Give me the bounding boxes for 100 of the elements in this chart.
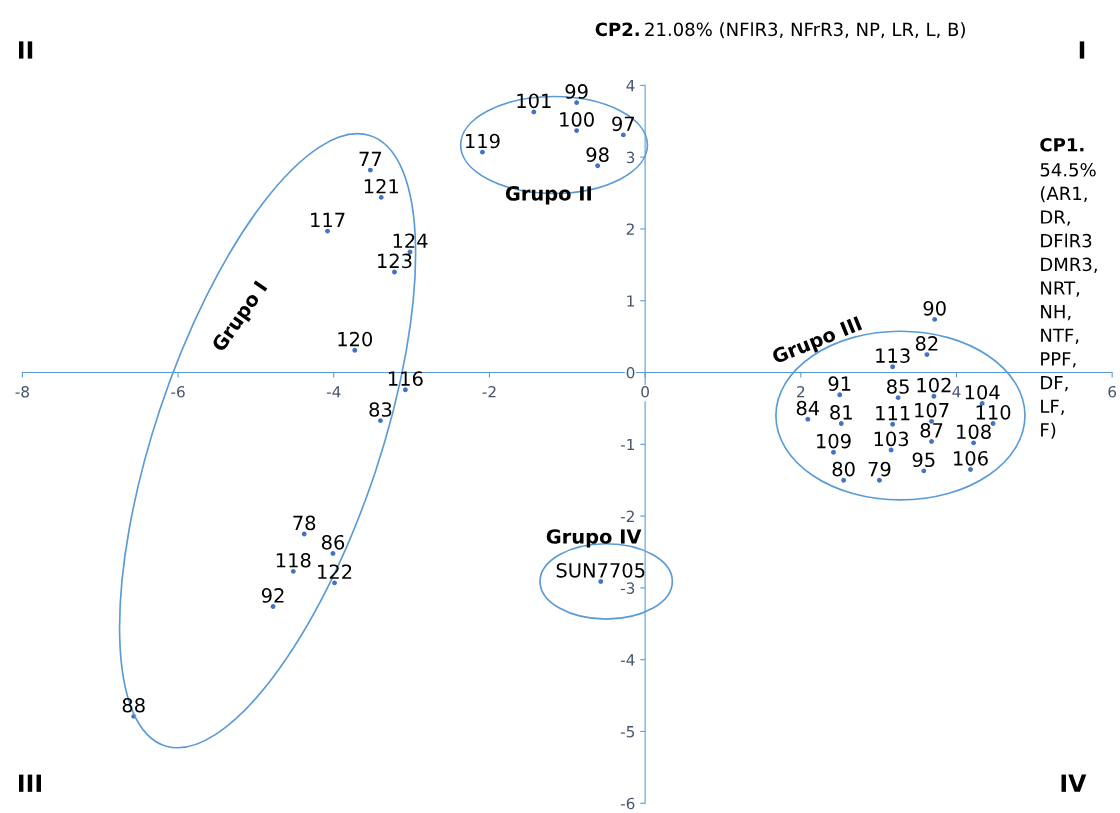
point xyxy=(838,421,844,426)
annotation: 106 xyxy=(954,450,988,466)
point xyxy=(332,580,337,586)
x-tick-label: -8 xyxy=(15,385,29,398)
point xyxy=(531,109,537,115)
point xyxy=(929,439,935,444)
annotation: 98 xyxy=(586,147,609,162)
annotation: 102 xyxy=(917,377,951,393)
annotation: SUN7705 xyxy=(556,562,645,578)
point xyxy=(402,387,408,393)
annotation: 78 xyxy=(293,515,316,531)
annotation: 119 xyxy=(466,133,500,149)
annotation: 90 xyxy=(923,300,946,316)
annotation: 121 xyxy=(364,178,398,194)
point xyxy=(837,392,843,398)
y-tick-label: 0 xyxy=(626,366,635,379)
x-tick-label: 6 xyxy=(1108,385,1117,398)
annotation: 111 xyxy=(876,405,910,421)
point xyxy=(895,395,901,401)
annotation: 85 xyxy=(887,379,909,394)
point xyxy=(598,578,604,584)
annotation: 99 xyxy=(565,84,588,99)
y-tick-label: 2 xyxy=(626,223,634,235)
point xyxy=(290,568,296,574)
annotation: IV xyxy=(1061,774,1087,792)
point xyxy=(620,132,626,138)
annotation: 113 xyxy=(876,348,910,364)
y-tick-label: -3 xyxy=(620,582,635,594)
annotation: 117 xyxy=(311,212,345,228)
point xyxy=(392,269,397,275)
y-tick-label: 1 xyxy=(627,295,634,307)
annotation: 108 xyxy=(957,424,991,440)
annotation: 77 xyxy=(359,151,382,167)
x-tick-label: 2 xyxy=(797,385,805,398)
annotation: Grupo III xyxy=(771,315,864,368)
point xyxy=(301,531,307,537)
annotation: 79 xyxy=(868,461,891,477)
annotation: 97 xyxy=(612,116,635,132)
annotation: 95 xyxy=(912,452,935,468)
point xyxy=(378,418,383,424)
point xyxy=(890,364,896,370)
x-tick-label: -2 xyxy=(482,385,496,398)
x-tick-label: 0 xyxy=(641,385,649,398)
point xyxy=(921,468,927,474)
point xyxy=(325,228,330,234)
annotation: 101 xyxy=(517,93,551,109)
point xyxy=(841,477,847,483)
annotation: 110 xyxy=(976,405,1011,420)
annotation: 103 xyxy=(874,431,909,447)
point xyxy=(270,604,276,609)
x-tick-label: -6 xyxy=(171,385,185,398)
point xyxy=(330,550,336,556)
text: I xyxy=(1079,41,1085,59)
point xyxy=(890,421,896,427)
point xyxy=(574,100,580,106)
annotation: 118 xyxy=(276,552,311,568)
annotation: 91 xyxy=(828,376,851,391)
annotation: Grupo IV xyxy=(546,529,642,548)
point xyxy=(888,447,894,453)
point xyxy=(378,194,384,200)
x-tick-label: -4 xyxy=(326,386,341,398)
annotation: 84 xyxy=(796,400,820,416)
y-axis-title: CP2. 21.08% (NFlR3, NFrR3, NP, LR, L, B) xyxy=(595,22,965,39)
y-tick-label: -1 xyxy=(620,438,634,451)
annotation: 83 xyxy=(369,402,392,417)
y-tick-label: 4 xyxy=(626,80,635,92)
y-tick-label: 3 xyxy=(626,151,635,164)
annotation: 107 xyxy=(915,402,949,418)
annotation: 80 xyxy=(832,461,855,477)
point xyxy=(831,449,836,455)
y-tick-label: -4 xyxy=(620,654,635,666)
point xyxy=(971,440,977,446)
point xyxy=(352,347,358,353)
point xyxy=(805,416,811,422)
point xyxy=(990,421,996,426)
y-tick-label: -2 xyxy=(620,510,634,522)
text: II xyxy=(18,41,33,59)
annotation: 100 xyxy=(560,112,594,127)
annotation: 92 xyxy=(261,588,284,603)
point xyxy=(480,149,485,155)
text: CP1. 54.5% (AR1, DR, DFlR3 DMR3, NRT, NH, NTF, PPF, DF, LF, F) xyxy=(1040,137,1097,439)
point xyxy=(574,128,580,134)
point xyxy=(595,163,601,169)
annotation: 104 xyxy=(965,384,1000,400)
annotation: III xyxy=(18,774,41,792)
point xyxy=(876,477,882,483)
y-tick-label: -5 xyxy=(620,726,635,738)
point xyxy=(968,466,973,472)
x-tick-label: 4 xyxy=(952,386,961,398)
point xyxy=(924,352,930,358)
point xyxy=(931,393,937,399)
annotation: 86 xyxy=(321,534,345,550)
annotation: 109 xyxy=(817,433,851,449)
annotation: 87 xyxy=(920,422,943,438)
annotation: 120 xyxy=(338,331,373,347)
point xyxy=(367,167,373,173)
point xyxy=(932,316,938,322)
annotation: 123 xyxy=(378,253,412,269)
annotation: 82 xyxy=(915,336,938,351)
y-tick-label: -6 xyxy=(620,797,635,810)
